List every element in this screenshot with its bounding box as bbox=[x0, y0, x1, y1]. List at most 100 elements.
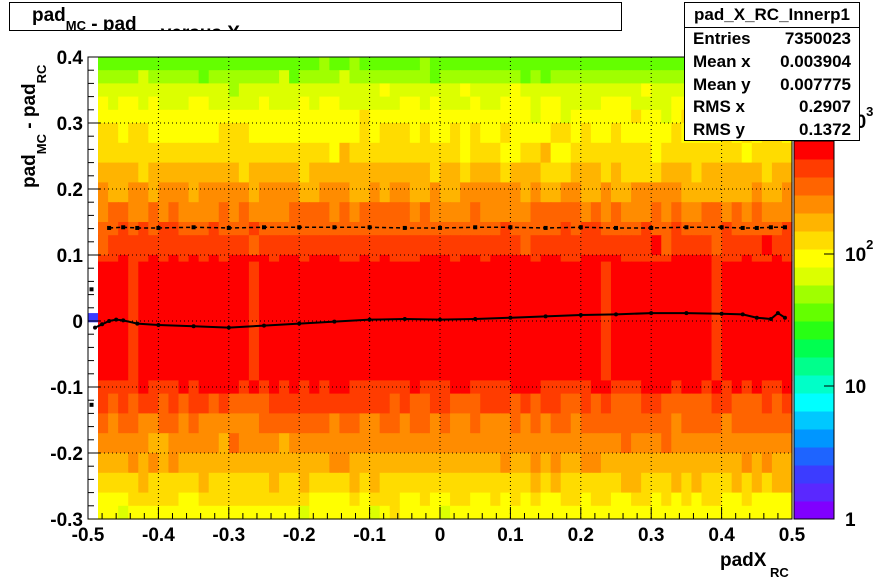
heatmap-cell bbox=[460, 222, 471, 236]
heatmap-cell bbox=[590, 413, 602, 434]
heatmap-cell bbox=[319, 472, 330, 494]
heatmap-cell bbox=[98, 393, 109, 414]
heatmap-cell bbox=[560, 261, 572, 381]
heatmap-cell bbox=[98, 453, 109, 474]
heatmap-cell bbox=[570, 57, 582, 71]
heatmap-cell bbox=[781, 261, 793, 381]
heatmap-cell bbox=[158, 96, 170, 111]
heatmap-cell bbox=[158, 83, 170, 98]
heatmap-cell bbox=[339, 492, 351, 507]
heatmap-cell bbox=[510, 96, 522, 111]
y-tick-label: -0.1 bbox=[50, 378, 83, 399]
heatmap-cell bbox=[379, 182, 391, 203]
heatmap-cell bbox=[128, 380, 139, 395]
heatmap-cell bbox=[118, 235, 129, 256]
heatmap-cell bbox=[349, 96, 361, 111]
heatmap-cell bbox=[178, 123, 190, 144]
heatmap-cell bbox=[631, 472, 642, 494]
heatmap-cell bbox=[369, 182, 381, 203]
heatmap-cell bbox=[269, 96, 280, 111]
heatmap-cell bbox=[440, 433, 451, 454]
heatmap-cell bbox=[228, 70, 240, 84]
heatmap-cell bbox=[701, 472, 713, 494]
heatmap-cell bbox=[128, 202, 139, 223]
heatmap-cell bbox=[570, 235, 582, 256]
heatmap-cell bbox=[359, 433, 371, 454]
heatmap-cell bbox=[329, 83, 341, 98]
heatmap-cell bbox=[741, 472, 753, 494]
heatmap-cell bbox=[158, 182, 170, 203]
heatmap-cell bbox=[530, 413, 542, 434]
heatmap-cell bbox=[761, 453, 773, 474]
stats-histogram-name: pad_X_RC_Innerp1 bbox=[685, 3, 859, 28]
heatmap-cell bbox=[208, 413, 220, 434]
heatmap-cell bbox=[299, 57, 310, 71]
heatmap-cell bbox=[98, 109, 109, 124]
stats-value: 0.1372 bbox=[799, 120, 851, 140]
heatmap-cell bbox=[711, 472, 723, 494]
heatmap-cell bbox=[621, 57, 632, 71]
heatmap-cell bbox=[208, 96, 220, 111]
heatmap-cell bbox=[500, 123, 511, 144]
heatmap-cell bbox=[238, 142, 250, 164]
heatmap-cell bbox=[228, 433, 240, 454]
heatmap-cell bbox=[108, 380, 119, 395]
heatmap-cell bbox=[339, 255, 351, 263]
rms-band-point bbox=[768, 225, 773, 230]
heatmap-cell bbox=[600, 235, 612, 256]
heatmap-cell bbox=[389, 453, 401, 474]
heatmap-cell bbox=[429, 142, 441, 164]
heatmap-cell bbox=[98, 202, 109, 223]
heatmap-cell bbox=[460, 162, 471, 183]
heatmap-cell bbox=[319, 222, 330, 236]
edge-marker bbox=[89, 287, 94, 292]
heatmap-cell bbox=[279, 492, 290, 507]
heatmap-cell bbox=[369, 433, 381, 454]
heatmap-cell bbox=[721, 433, 733, 454]
heatmap-cell bbox=[550, 261, 562, 381]
heatmap-cell bbox=[550, 393, 562, 414]
rms-band-point bbox=[740, 225, 745, 230]
heatmap-cell bbox=[580, 123, 592, 144]
heatmap-cell bbox=[389, 57, 401, 71]
heatmap-cell bbox=[761, 202, 773, 223]
heatmap-cell bbox=[138, 433, 149, 454]
heatmap-cell bbox=[600, 123, 612, 144]
heatmap-cell bbox=[480, 492, 491, 507]
heatmap-cell bbox=[661, 83, 672, 98]
heatmap-cell bbox=[520, 472, 532, 494]
heatmap-cell bbox=[329, 472, 341, 494]
heatmap-cell bbox=[751, 202, 763, 223]
heatmap-cell bbox=[238, 222, 250, 236]
heatmap-cell bbox=[349, 222, 361, 236]
heatmap-cell bbox=[108, 96, 119, 111]
heatmap-cell bbox=[349, 142, 361, 164]
heatmap-cell bbox=[248, 142, 260, 164]
heatmap-cell bbox=[389, 162, 401, 183]
heatmap-cell bbox=[500, 380, 511, 395]
heatmap-cell bbox=[399, 83, 411, 98]
heatmap-cell bbox=[289, 83, 300, 98]
heatmap-cell bbox=[429, 255, 441, 263]
heatmap-cell bbox=[741, 202, 753, 223]
heatmap-cell bbox=[228, 222, 240, 236]
heatmap-cell bbox=[540, 472, 552, 494]
heatmap-cell bbox=[641, 413, 652, 434]
heatmap-cell bbox=[470, 492, 481, 507]
heatmap-cell bbox=[520, 413, 532, 434]
heatmap-cell bbox=[520, 222, 532, 236]
heatmap-cell bbox=[299, 96, 310, 111]
heatmap-cell bbox=[621, 472, 632, 494]
heatmap-cell bbox=[450, 492, 461, 507]
heatmap-cell bbox=[651, 393, 662, 414]
rms-band-point bbox=[156, 225, 161, 230]
heatmap-cell bbox=[621, 70, 632, 84]
heatmap-cell bbox=[450, 453, 461, 474]
heatmap-cell bbox=[419, 83, 431, 98]
heatmap-cell bbox=[128, 453, 139, 474]
heatmap-cell bbox=[641, 222, 652, 236]
heatmap-cell bbox=[299, 182, 310, 203]
heatmap-cell bbox=[771, 182, 783, 203]
heatmap-cell bbox=[600, 83, 612, 98]
heatmap-cell bbox=[389, 70, 401, 84]
